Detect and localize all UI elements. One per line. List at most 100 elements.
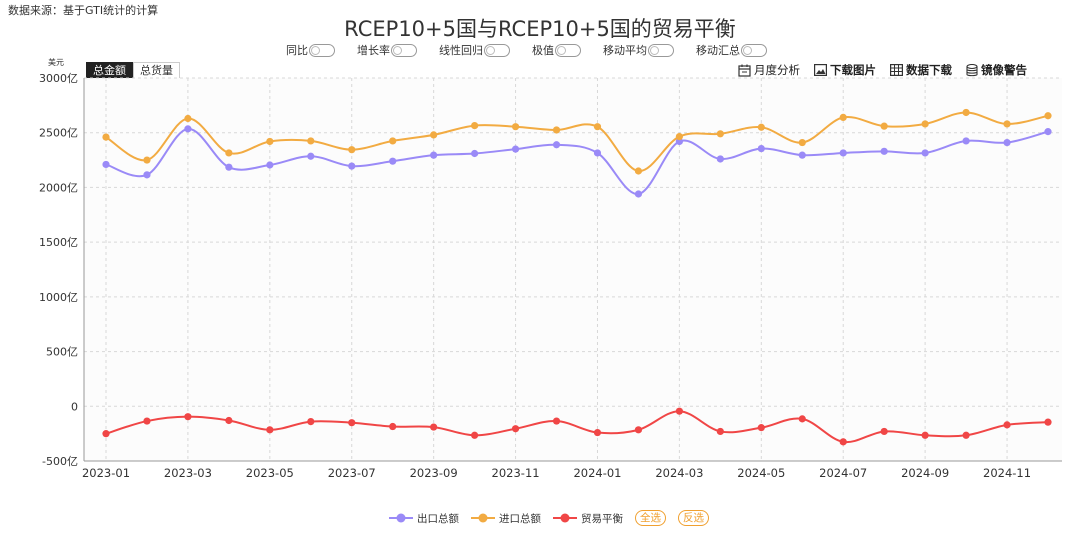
legend-marker-export bbox=[389, 513, 413, 523]
data-point-balance bbox=[389, 422, 397, 431]
legend-item-import[interactable]: 进口总额 bbox=[471, 511, 541, 526]
data-point-balance bbox=[675, 407, 683, 415]
chart-grid bbox=[84, 77, 1062, 462]
data-point-export bbox=[1003, 138, 1011, 147]
toggle-label: 移动汇总 bbox=[696, 44, 740, 57]
toggle-switch[interactable] bbox=[391, 43, 417, 57]
data-point-import bbox=[307, 137, 315, 145]
data-point-export bbox=[348, 162, 356, 170]
x-tick-label: 2023-05 bbox=[246, 466, 294, 480]
data-point-export bbox=[716, 155, 724, 163]
chart-series bbox=[102, 108, 1052, 446]
data-point-import bbox=[962, 108, 970, 117]
data-point-export bbox=[389, 157, 397, 165]
data-point-balance bbox=[552, 417, 561, 425]
data-point-export bbox=[880, 147, 888, 155]
toggle-switch[interactable] bbox=[555, 43, 581, 57]
toggle-extremes[interactable]: 极值 bbox=[532, 42, 581, 58]
data-point-import bbox=[552, 126, 561, 134]
y-tick-label: 1500亿 bbox=[39, 236, 78, 249]
legend-marker-import bbox=[471, 513, 495, 523]
data-point-import bbox=[798, 138, 806, 147]
legend-label-import: 进口总额 bbox=[499, 512, 541, 525]
data-point-export bbox=[921, 149, 929, 157]
tab-total-amount[interactable]: 总金额 bbox=[86, 62, 133, 80]
mirror-warning-button[interactable]: 镜像警告 bbox=[966, 62, 1027, 78]
download-image-button[interactable]: 下载图片 bbox=[814, 62, 876, 78]
toggle-linear-regression[interactable]: 线性回归 bbox=[439, 42, 510, 58]
data-point-export bbox=[102, 160, 110, 169]
data-point-balance bbox=[921, 431, 929, 439]
plot-area bbox=[84, 78, 1062, 461]
chart-title: RCEP10+5国与RCEP10+5国的贸易平衡 bbox=[344, 17, 736, 41]
data-point-balance bbox=[1044, 418, 1052, 426]
data-point-export bbox=[307, 152, 315, 160]
legend-item-balance[interactable]: 贸易平衡 bbox=[553, 511, 623, 526]
download-image-label: 下载图片 bbox=[830, 63, 876, 77]
chart-legend: 出口总额 进口总额 贸易平衡 全选 反选 bbox=[389, 510, 709, 526]
y-tick-label: 500亿 bbox=[46, 346, 78, 359]
select-all-button[interactable]: 全选 bbox=[635, 510, 666, 526]
option-toggles: 同比 增长率 线性回归 极值 移动平均 移动汇总 bbox=[286, 42, 767, 58]
data-point-export bbox=[593, 149, 602, 157]
toggle-switch[interactable] bbox=[309, 43, 335, 57]
data-point-export bbox=[757, 144, 765, 153]
x-tick-label: 2023-03 bbox=[164, 466, 212, 480]
x-tick-label: 2023-07 bbox=[328, 466, 376, 480]
data-point-balance bbox=[225, 416, 233, 425]
data-point-balance bbox=[839, 438, 847, 446]
chart-toolbar: 月度分析 下载图片 数据下载 镜像警告 bbox=[738, 62, 1027, 78]
data-point-balance bbox=[880, 427, 888, 436]
toggle-label: 极值 bbox=[532, 44, 554, 57]
data-point-import bbox=[675, 132, 683, 141]
data-point-import bbox=[880, 122, 888, 130]
data-point-export bbox=[675, 137, 683, 146]
data-point-export bbox=[225, 163, 233, 171]
data-point-balance bbox=[1003, 421, 1011, 429]
toggle-switch[interactable] bbox=[741, 43, 767, 57]
data-point-export bbox=[430, 151, 438, 159]
data-point-balance bbox=[348, 419, 356, 427]
series-balance bbox=[102, 407, 1052, 446]
y-axis-unit: 美元 bbox=[48, 58, 64, 67]
x-tick-label: 2024-05 bbox=[737, 466, 785, 480]
data-point-import bbox=[184, 114, 192, 123]
download-data-button[interactable]: 数据下载 bbox=[890, 62, 952, 78]
y-tick-label: -500亿 bbox=[42, 455, 78, 468]
data-point-import bbox=[921, 120, 929, 128]
toggle-switch[interactable] bbox=[648, 43, 674, 57]
data-point-export bbox=[143, 171, 151, 179]
data-point-import bbox=[757, 123, 765, 131]
data-point-export bbox=[552, 141, 561, 149]
x-tick-label: 2023-11 bbox=[492, 466, 540, 480]
data-point-import bbox=[1044, 112, 1052, 120]
y-tick-label: 2000亿 bbox=[39, 181, 78, 194]
data-point-import bbox=[593, 123, 602, 131]
toggle-switch[interactable] bbox=[484, 43, 510, 57]
toggle-growth-rate[interactable]: 增长率 bbox=[357, 42, 417, 58]
legend-item-export[interactable]: 出口总额 bbox=[389, 511, 459, 526]
toggle-yoy[interactable]: 同比 bbox=[286, 42, 335, 58]
toggle-label: 线性回归 bbox=[439, 44, 483, 57]
data-point-balance bbox=[593, 428, 602, 437]
invert-selection-button[interactable]: 反选 bbox=[678, 510, 709, 526]
toggle-moving-sum[interactable]: 移动汇总 bbox=[696, 42, 767, 58]
toggle-label: 同比 bbox=[286, 44, 308, 57]
data-point-import bbox=[471, 122, 479, 130]
database-icon bbox=[966, 63, 978, 76]
data-point-import bbox=[511, 123, 520, 131]
data-point-import bbox=[348, 146, 356, 154]
monthly-analysis-button[interactable]: 月度分析 bbox=[738, 62, 800, 78]
data-point-import bbox=[143, 156, 151, 164]
data-point-import bbox=[716, 130, 724, 138]
data-point-export bbox=[798, 151, 806, 159]
toggle-moving-average[interactable]: 移动平均 bbox=[603, 42, 674, 58]
data-point-export bbox=[266, 161, 274, 169]
data-point-import bbox=[634, 167, 643, 175]
tab-total-quantity[interactable]: 总货量 bbox=[133, 62, 180, 80]
data-point-import bbox=[430, 131, 438, 139]
data-point-balance bbox=[102, 430, 110, 438]
data-point-export bbox=[184, 125, 192, 133]
legend-label-export: 出口总额 bbox=[417, 512, 459, 525]
data-point-import bbox=[102, 133, 110, 141]
